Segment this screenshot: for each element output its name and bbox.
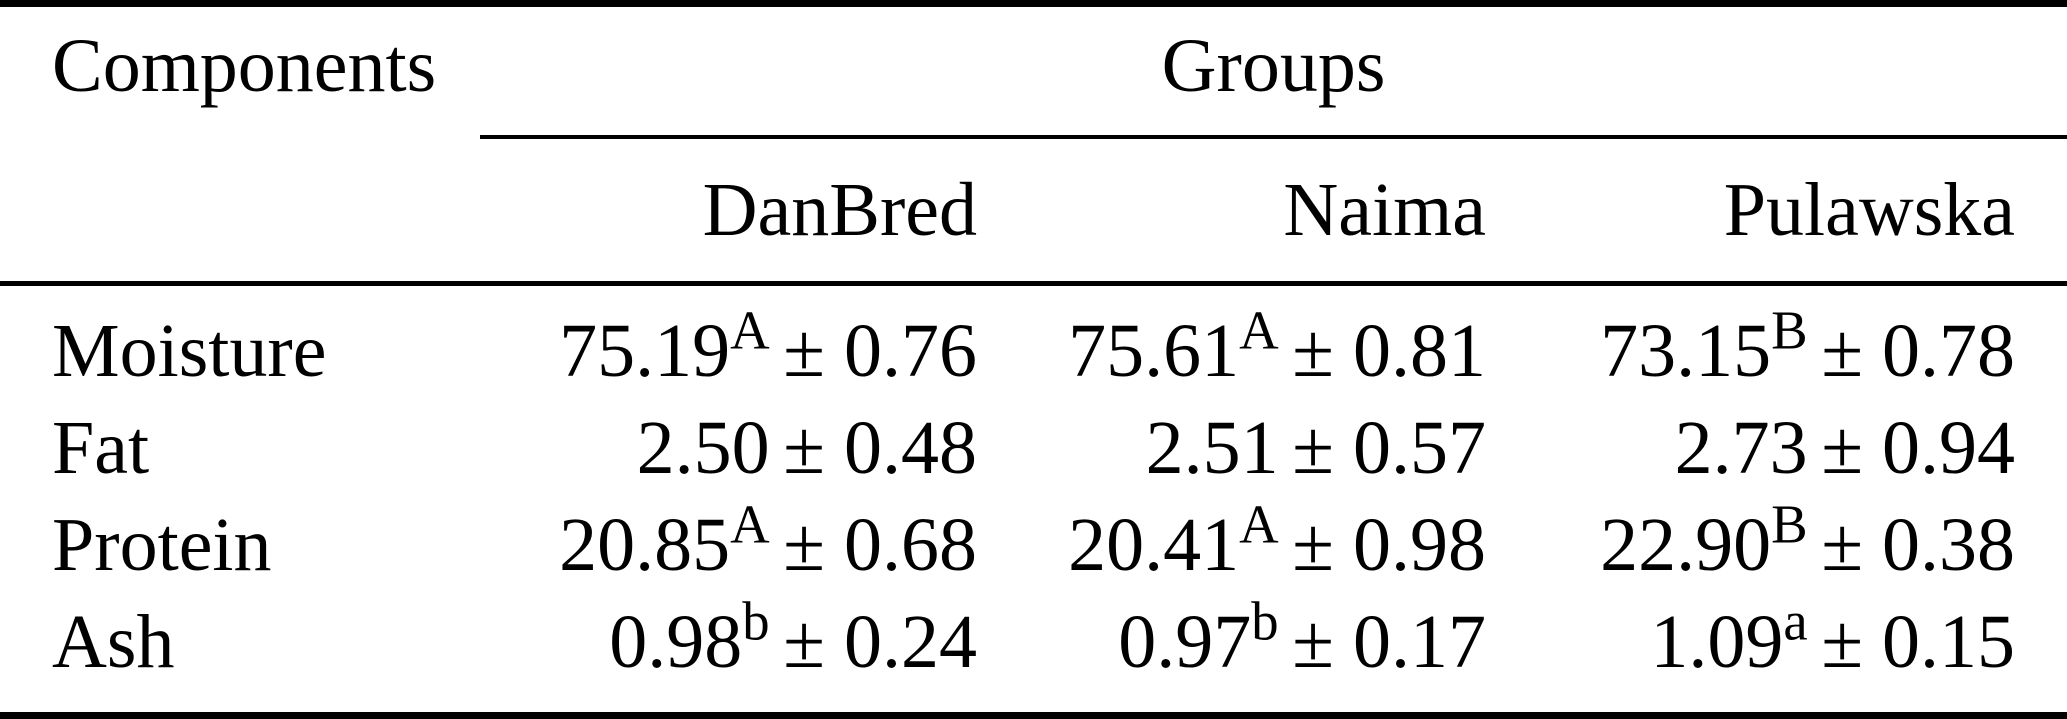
value-cell: 2.50 ± 0.48: [480, 400, 978, 497]
groups-spanning-header: Groups: [480, 0, 2067, 139]
std-deviation: ± 0.68: [783, 503, 977, 587]
table-row-moisture: Moisture 75.19A ± 0.76 75.61A ± 0.81 73.15…: [0, 284, 2067, 401]
significance-superscript: B: [1771, 299, 1808, 361]
mean-value: 0.98: [609, 600, 743, 684]
std-deviation: ± 0.57: [1292, 406, 1486, 490]
row-label: Fat: [52, 406, 150, 490]
column-header-naima: Naima: [978, 136, 1490, 286]
std-deviation: ± 0.98: [1292, 503, 1486, 587]
value-cell: 2.51 ± 0.57: [978, 400, 1490, 497]
significance-superscript: A: [730, 299, 770, 361]
mean-value: 22.90: [1600, 503, 1772, 587]
significance-superscript: A: [1239, 299, 1279, 361]
significance-superscript: b: [742, 590, 770, 652]
row-label: Ash: [0, 594, 480, 719]
significance-superscript: A: [1239, 493, 1279, 555]
significance-superscript: A: [730, 493, 770, 555]
value-cell: 2.73 ± 0.94: [1490, 400, 2067, 497]
breed-header-row: DanBred Naima Pulawska: [0, 136, 2067, 286]
value-cell: 22.90B ± 0.38: [1490, 497, 2067, 594]
value-cell: 1.09a ± 0.15: [1490, 590, 2067, 719]
row-label: Protein: [52, 503, 272, 587]
value-cell: 0.97b ± 0.17: [978, 590, 1490, 719]
std-deviation: ± 0.17: [1292, 600, 1486, 684]
std-deviation: ± 0.24: [783, 600, 977, 684]
column-header-pulawska: Pulawska: [1490, 136, 2067, 286]
std-deviation: ± 0.15: [1821, 600, 2016, 684]
table-row-ash: Ash 0.98b ± 0.24 0.97b ± 0.17 1.09a ± 0.15: [0, 590, 2067, 719]
table-row-fat: Fat 2.50 ± 0.48 2.51 ± 0.57 2.73 ± 0.94: [0, 400, 2067, 497]
std-deviation: ± 0.38: [1821, 503, 2016, 587]
significance-superscript: a: [1783, 590, 1808, 652]
std-deviation: ± 0.81: [1292, 309, 1486, 393]
group-header-row: Components Groups: [0, 0, 2067, 286]
std-deviation: ± 0.78: [1821, 309, 2016, 393]
significance-superscript: B: [1771, 493, 1808, 555]
mean-value: 1.09: [1650, 600, 1784, 684]
mean-value: 73.15: [1600, 309, 1772, 393]
value-cell: 20.85A ± 0.68: [480, 497, 978, 594]
value-cell: 0.98b ± 0.24: [480, 590, 978, 719]
column-header-danbred: DanBred: [480, 136, 978, 286]
std-deviation: ± 0.48: [783, 406, 977, 490]
value-cell: 20.41A ± 0.98: [978, 497, 1490, 594]
mean-value: 20.85: [559, 503, 731, 587]
mean-value: 2.50: [636, 406, 770, 490]
mean-value: 75.61: [1068, 309, 1240, 393]
mean-value: 2.73: [1674, 406, 1808, 490]
mean-value: 75.19: [559, 309, 731, 393]
mean-value: 0.97: [1118, 600, 1252, 684]
std-deviation: ± 0.94: [1821, 406, 2016, 490]
value-cell: 73.15B ± 0.78: [1490, 284, 2067, 401]
mean-value: 20.41: [1068, 503, 1240, 587]
row-label: Moisture: [52, 309, 327, 393]
table-row-protein: Protein 20.85A ± 0.68 20.41A ± 0.98 22.90B…: [0, 497, 2067, 594]
components-column-header: Components: [0, 0, 480, 286]
table-body: Moisture 75.19A ± 0.76 75.61A ± 0.81 73.15…: [0, 284, 2067, 719]
mean-value: 2.51: [1145, 406, 1279, 490]
significance-superscript: b: [1251, 590, 1279, 652]
std-deviation: ± 0.76: [783, 309, 977, 393]
table-header: Components Groups DanBred Naima Pulawska: [0, 0, 2067, 286]
value-cell: 75.61A ± 0.81: [978, 284, 1490, 401]
value-cell: 75.19A ± 0.76: [480, 284, 978, 401]
